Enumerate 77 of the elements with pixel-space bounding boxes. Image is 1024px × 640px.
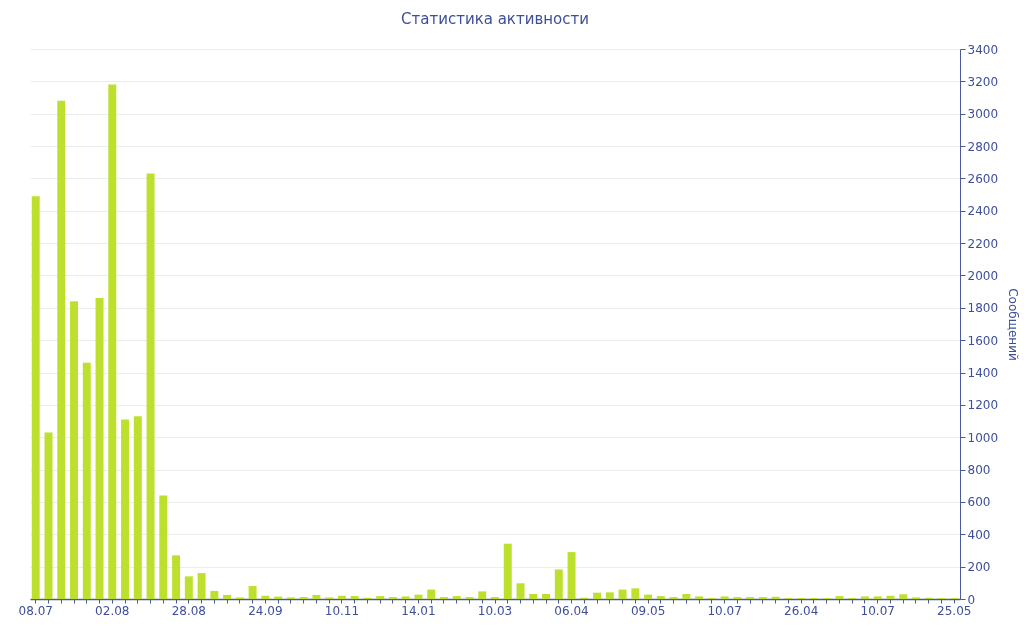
bar [133,416,142,599]
y2-tick-label: 2600 [967,171,999,186]
y2-tick-label: 3200 [967,74,999,89]
bar [57,100,66,599]
bar [82,362,91,599]
bar [644,594,653,599]
x-tick-label: 14.01 [401,603,436,618]
x-tick-label: 10.07 [707,603,742,618]
bar [210,590,219,599]
bar [835,596,844,599]
bar [350,596,359,599]
x-tick-label: 24.09 [248,603,283,618]
bar [172,555,181,599]
x-tick-label: 02.08 [95,603,130,618]
bar [261,595,270,599]
bar [478,591,487,599]
bar [873,596,882,599]
bar [223,594,232,599]
y2-axis-title: Сообщений [1006,288,1021,361]
bar [631,588,640,599]
x-tick-label: 09.05 [630,603,666,618]
bar [656,596,665,599]
bar [503,543,512,599]
x-tick-label: 26.04 [783,603,819,618]
x-tick-label: 10.03 [477,603,513,618]
x-tick-label: 10.07 [860,603,895,618]
y2-tick-label: 2800 [967,139,999,154]
y2-tick-label: 1600 [967,333,999,348]
bar [184,576,193,599]
bar [376,596,385,599]
bar [899,594,908,599]
bar [567,552,576,599]
y2-tick-label: 2200 [967,236,999,251]
bar [70,301,78,599]
bar [31,196,40,599]
bar [108,84,117,599]
y2-tick-label: 3400 [967,42,999,57]
y2-tick-label: 400 [967,527,991,542]
bar [529,593,538,599]
bar [695,596,704,599]
bar [401,596,410,599]
chart-title: Статистика активности [401,10,589,28]
y2-tick-label: 3000 [967,107,999,122]
bar [427,589,436,599]
bar [414,594,423,599]
bar [605,592,614,599]
x-tick-label: 28.08 [171,603,207,618]
y2-tick-label: 1800 [967,301,999,316]
bar [197,573,206,599]
bar [554,569,563,599]
y2-tick-label: 2400 [967,204,999,219]
bar [593,592,602,599]
y2-tick-label: 1400 [967,366,999,381]
y2-tick-label: 2000 [967,268,999,283]
y2-tick-label: 1200 [967,398,999,413]
bar [146,173,155,599]
bar [337,595,346,599]
bar [452,596,461,599]
bar [121,419,130,599]
bar [516,583,525,599]
bar [886,595,895,599]
bar [312,594,321,599]
y2-tick-label: 1000 [967,430,999,445]
bar [682,593,691,599]
bar [720,596,729,599]
bar [95,298,104,599]
bar [159,495,168,599]
x-tick-label: 10.11 [324,603,360,618]
y2-tick-label: 800 [967,463,991,478]
x-tick-label: 08.07 [18,603,53,618]
bar [860,596,869,599]
y2-tick-label: 600 [967,495,991,510]
bar [248,586,257,599]
x-tick-label: 06.04 [554,603,589,618]
y2-tick-label: 200 [967,560,991,575]
bar [542,593,551,599]
bar [618,589,627,599]
